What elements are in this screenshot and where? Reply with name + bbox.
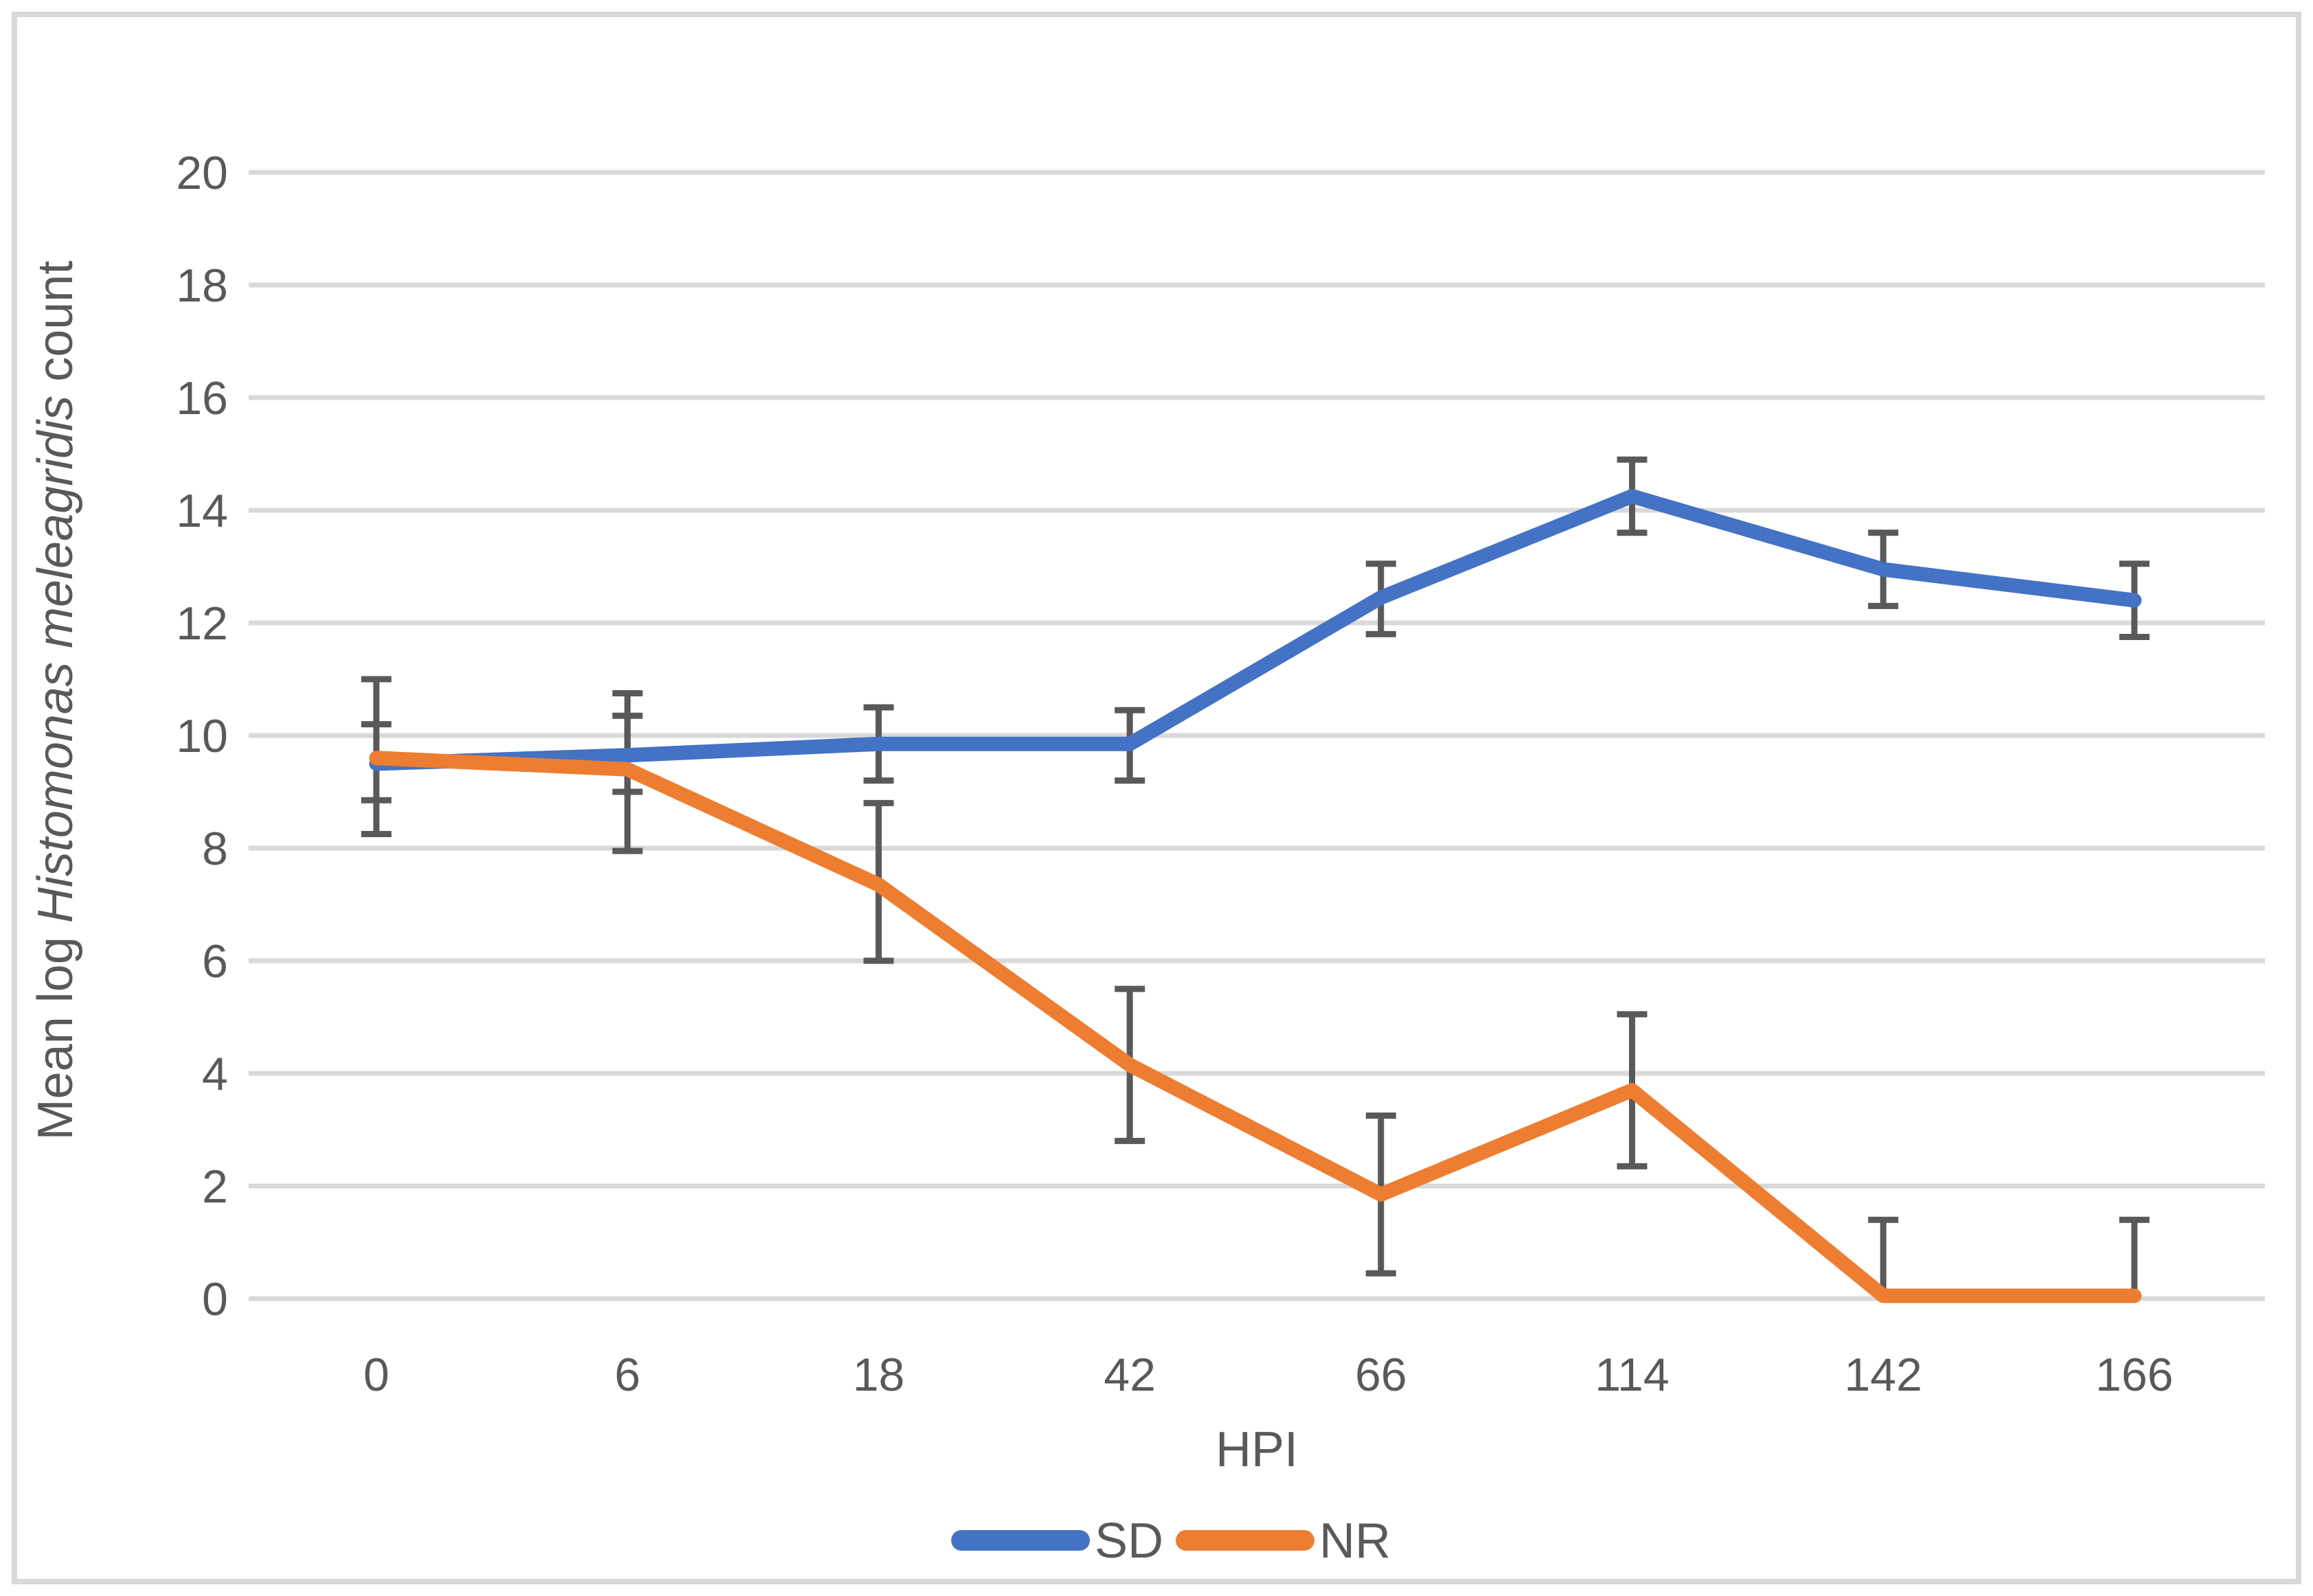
y-tick-label: 0 bbox=[202, 1273, 228, 1325]
y-tick-label: 20 bbox=[176, 147, 228, 199]
y-tick-label: 4 bbox=[202, 1048, 228, 1100]
x-tick-label: 142 bbox=[1844, 1349, 1922, 1401]
y-tick-label: 18 bbox=[176, 260, 228, 312]
y-tick-label: 12 bbox=[176, 597, 228, 650]
x-tick-label: 114 bbox=[1595, 1349, 1669, 1401]
series-line-NR bbox=[369, 751, 2142, 1303]
x-tick-label: 42 bbox=[1104, 1349, 1156, 1401]
x-tick-label: 6 bbox=[615, 1349, 641, 1401]
x-tick-label: 66 bbox=[1355, 1349, 1407, 1401]
legend-item-SD: SD bbox=[951, 1514, 1163, 1569]
series-line-SD bbox=[369, 489, 2142, 771]
legend-item-NR: NR bbox=[1176, 1514, 1391, 1569]
legend-label-NR: NR bbox=[1319, 1514, 1391, 1569]
y-tick-label: 10 bbox=[176, 710, 228, 762]
error-bar-NR bbox=[1868, 1216, 1899, 1296]
x-tick-label: 166 bbox=[2095, 1349, 2173, 1401]
chart-border bbox=[12, 12, 2301, 1584]
y-tick-label: 14 bbox=[176, 485, 228, 537]
x-tick-label: 0 bbox=[363, 1349, 389, 1401]
y-tick-label: 6 bbox=[202, 935, 228, 988]
error-bar-NR bbox=[2119, 1216, 2150, 1296]
x-axis-title: HPI bbox=[1216, 1422, 1298, 1477]
y-tick-label: 16 bbox=[176, 372, 228, 424]
y-axis-title: Mean log Histomonas meleagridis count bbox=[28, 261, 83, 1141]
legend-label-SD: SD bbox=[1095, 1514, 1163, 1569]
y-tick-label: 8 bbox=[202, 823, 228, 875]
y-tick-label: 2 bbox=[202, 1161, 228, 1213]
x-tick-label: 18 bbox=[853, 1349, 905, 1401]
